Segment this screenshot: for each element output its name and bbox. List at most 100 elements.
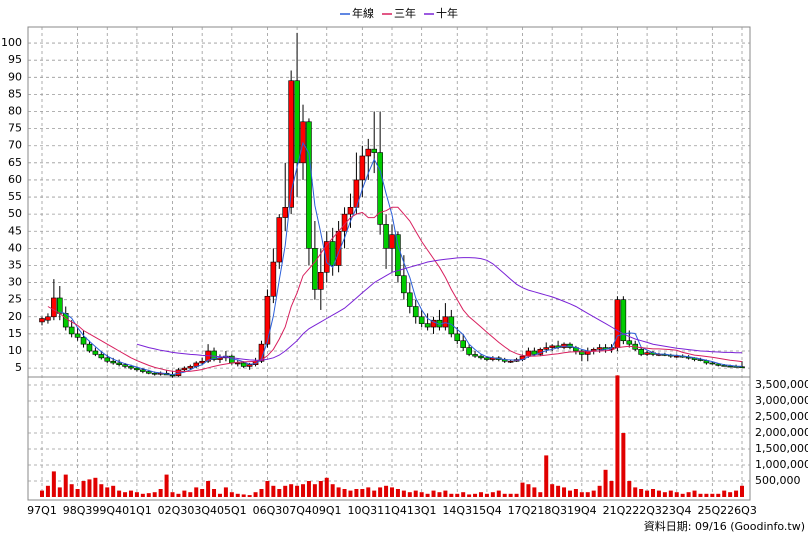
volume-bar (603, 469, 608, 497)
candle-body (122, 364, 128, 367)
candle-body (406, 292, 413, 307)
y-tick-label: 30 (8, 276, 22, 289)
volume-bar (277, 489, 282, 497)
volume-bar (597, 485, 602, 497)
candle-body (412, 306, 419, 318)
candle-body (383, 224, 389, 249)
volume-bar (318, 481, 323, 497)
y-tick-label: 25 (8, 293, 22, 306)
x-tick-label: 10Q3 (348, 504, 378, 517)
candle-body (341, 213, 348, 232)
volume-bar (241, 494, 246, 497)
volume-bar (200, 489, 205, 497)
volume-bar (532, 487, 537, 497)
volume-bar (111, 485, 116, 497)
candle-body (484, 357, 490, 360)
x-tick-label: 15Q4 (472, 504, 502, 517)
volume-bar (324, 477, 329, 497)
volume-bar (579, 492, 584, 497)
candle-body (549, 345, 555, 348)
volume-bar (704, 493, 709, 497)
volume-bar (591, 490, 596, 497)
candle-body (56, 297, 63, 314)
candle-body (359, 155, 366, 181)
x-tick-label: 98Q3 (63, 504, 93, 517)
volume-bar (69, 484, 74, 497)
volume-bar (378, 487, 383, 497)
candle-body (240, 362, 247, 367)
x-tick-label: 01Q1 (122, 504, 152, 517)
volume-bar (301, 484, 306, 497)
volume-bar (235, 493, 240, 497)
x-tick-label: 06Q3 (253, 504, 283, 517)
x-tick-label: 07Q4 (282, 504, 312, 517)
volume-bar (573, 489, 578, 497)
candle-body (39, 318, 45, 323)
y2-tick-label: 500,000 (755, 474, 801, 487)
volume-bar (99, 484, 104, 497)
volume-bar (158, 489, 163, 497)
y-tick-label: 85 (8, 87, 22, 100)
candle-body (525, 350, 532, 357)
y-tick-label: 65 (8, 156, 22, 169)
volume-bar (526, 484, 531, 497)
volume-bar (330, 484, 335, 497)
volume-bar (176, 493, 181, 497)
x-tick-label: 21Q2 (603, 504, 633, 517)
candle-body (395, 234, 401, 277)
volume-bar (134, 492, 139, 497)
candle-body (466, 347, 472, 355)
volume-bar (455, 493, 460, 497)
volume-bar (259, 489, 264, 497)
x-tick-label: 19Q4 (567, 504, 597, 517)
volume-bar (478, 492, 483, 497)
y-tick-label: 80 (8, 105, 22, 118)
candle-body (596, 347, 603, 350)
candle-body (365, 148, 372, 157)
volume-bar (633, 487, 638, 497)
volume-bar (105, 487, 110, 497)
candle-body (199, 360, 205, 364)
x-tick-label: 26Q3 (727, 504, 757, 517)
candle-body (288, 80, 294, 208)
volume-bar (461, 492, 466, 497)
y-tick-label: 5 (15, 361, 22, 374)
volume-bar (194, 487, 199, 497)
volume-bar (431, 490, 436, 497)
volume-bar (692, 490, 697, 497)
y-tick-label: 90 (8, 70, 22, 83)
volume-bar (170, 492, 175, 497)
volume-bar (734, 490, 739, 497)
volume-bar (45, 485, 50, 497)
volume-bar (662, 492, 667, 497)
volume-bar (419, 492, 424, 497)
x-tick-label: 99Q4 (92, 504, 122, 517)
volume-bar (627, 481, 632, 497)
candle-body (721, 365, 728, 367)
candle-body (442, 316, 449, 328)
volume-bar (550, 484, 555, 497)
volume-bar (306, 481, 311, 497)
volume-bar (710, 493, 715, 497)
candle-body (727, 365, 733, 368)
y-tick-label: 75 (8, 122, 22, 135)
volume-bar (51, 471, 56, 497)
candle-body (211, 350, 217, 360)
candle-body (134, 367, 140, 371)
volume-bar (674, 492, 679, 497)
x-tick-label: 02Q3 (158, 504, 188, 517)
volume-bar (217, 493, 222, 497)
legend-label: 十年 (436, 6, 458, 20)
price-panel (27, 26, 751, 378)
volume-bar (395, 489, 400, 497)
ma-line (59, 141, 743, 376)
legend-label: 三年 (394, 6, 416, 20)
y2-tick-label: 3,000,000 (755, 394, 808, 407)
volume-bar (437, 492, 442, 497)
candle-body (92, 350, 99, 355)
y2-tick-label: 1,000,000 (755, 458, 808, 471)
candle-body (371, 148, 378, 153)
volume-bar (716, 493, 721, 497)
volume-bar (366, 487, 371, 497)
candle-body (347, 207, 354, 215)
